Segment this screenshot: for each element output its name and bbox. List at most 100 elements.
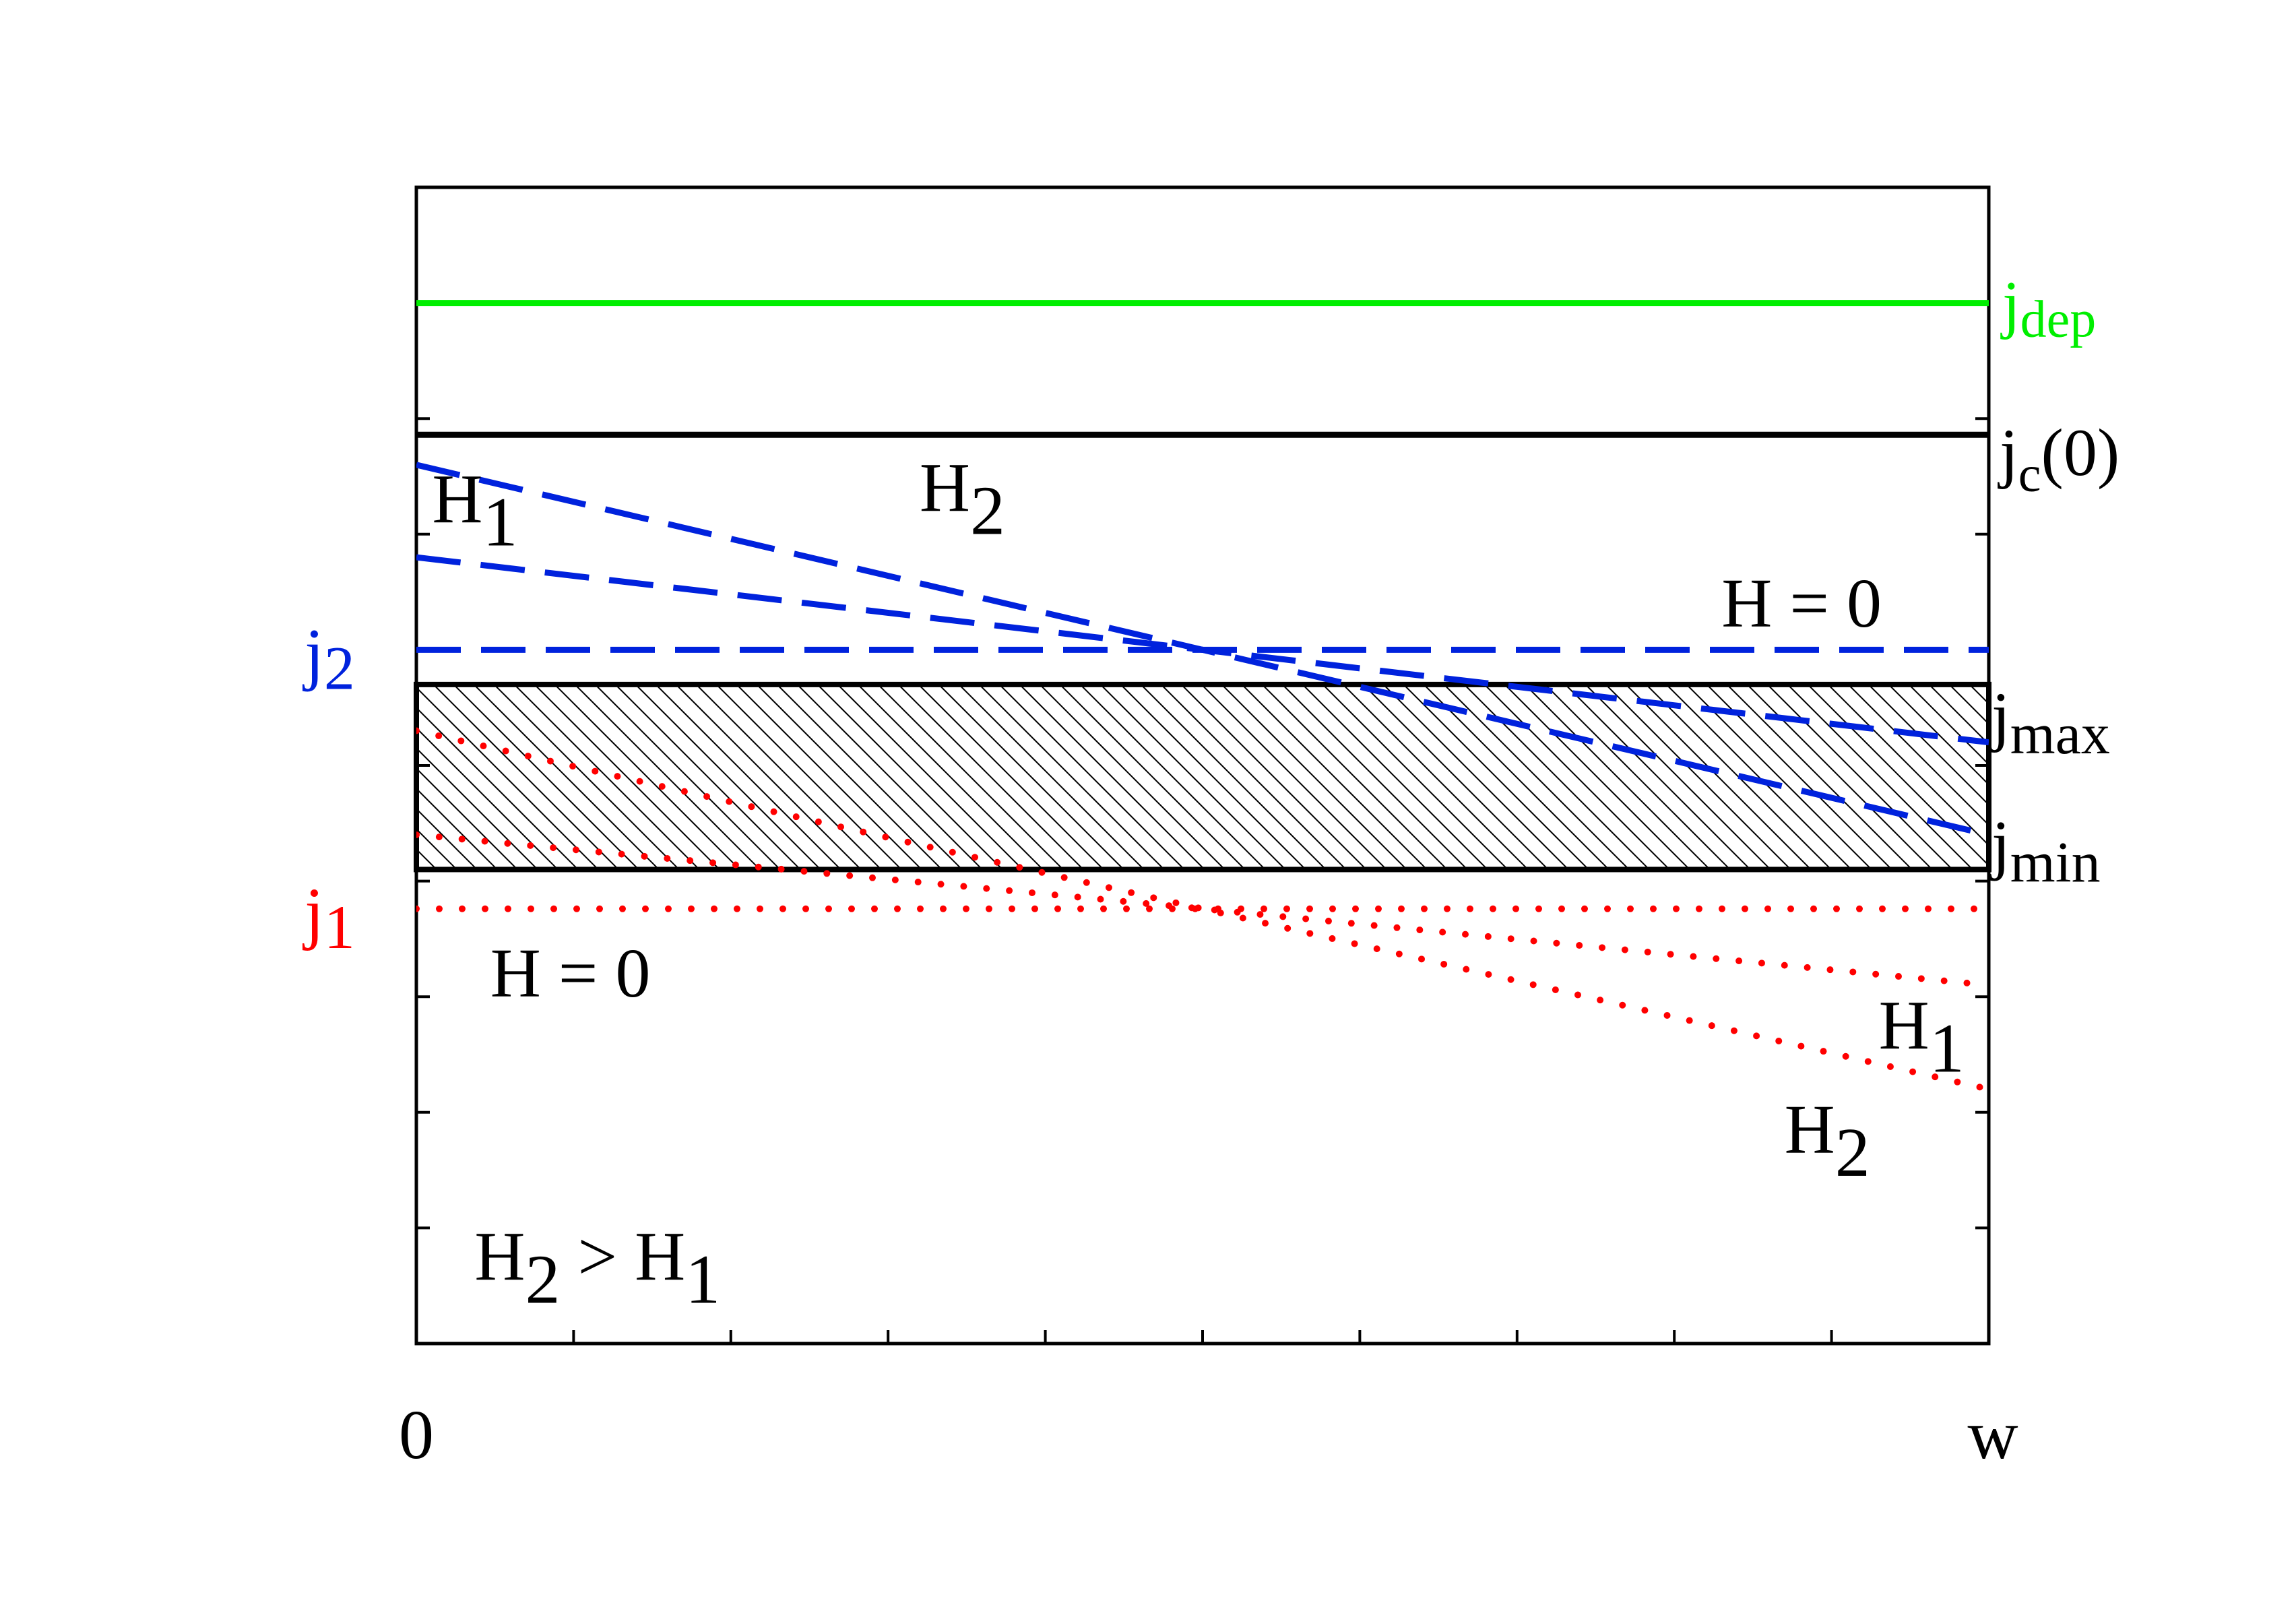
hatch-line	[1726, 684, 1913, 870]
annotation-lower-h0: H = 0	[490, 935, 651, 1012]
hatch-line	[776, 684, 963, 870]
hatch-line	[1665, 684, 1852, 870]
hatch-line	[837, 684, 1023, 870]
band-label-min: jmin	[1989, 807, 2101, 894]
hatch-line	[416, 828, 457, 870]
annotation-upper-h1: H1	[432, 461, 517, 561]
hatch-line	[1504, 684, 1690, 870]
hatch-line	[655, 684, 841, 870]
hatch-line	[416, 869, 417, 870]
hatch-line	[695, 684, 882, 870]
hatch-line	[534, 684, 720, 870]
plot-frame-group	[414, 185, 1991, 1346]
lower-curve-h1	[416, 831, 1989, 989]
hatch-line	[1403, 684, 1589, 870]
hatch-line	[1827, 684, 1989, 846]
hatch-line	[675, 684, 862, 870]
hatch-line	[416, 788, 498, 870]
hatch-line	[1302, 684, 1488, 870]
annotation-upper-h2: H2	[920, 449, 1005, 549]
hatch-line	[1261, 684, 1448, 870]
hatch-line	[1059, 684, 1246, 870]
hatch-line	[1019, 684, 1205, 870]
hatch-line	[1564, 684, 1751, 870]
hatch-line	[1221, 684, 1407, 870]
hatch-line	[1160, 684, 1347, 870]
hatch-line	[1201, 684, 1387, 870]
hatch-line	[1362, 684, 1549, 870]
hatch-line	[1039, 684, 1225, 870]
hatch-line	[1322, 684, 1508, 870]
hatch-line	[1908, 684, 1989, 765]
hatch-line	[1868, 684, 1989, 806]
hatch-line	[416, 808, 478, 870]
hatch-line	[938, 684, 1124, 870]
hatch-line	[1241, 684, 1428, 870]
hatch-line	[1888, 684, 1989, 786]
hatch-line	[1544, 684, 1731, 870]
hatch-line	[1443, 684, 1630, 870]
hatch-line	[453, 684, 639, 870]
annotation-lower-h2: H2	[1785, 1091, 1870, 1191]
hatch-line	[1686, 684, 1872, 870]
band-label-max: jmax	[1989, 679, 2110, 766]
hatch-line	[1099, 684, 1286, 870]
hatch-line	[1605, 684, 1791, 870]
x-tick-label-end: w	[1967, 1396, 2018, 1474]
hatch-line	[1847, 684, 1989, 826]
hatch-line	[918, 684, 1104, 870]
hatch-line	[1120, 684, 1306, 870]
level-label-jdep: jdep	[2000, 268, 2096, 348]
hatch-line	[897, 684, 1084, 870]
band-border	[414, 681, 1991, 873]
hatch-line	[1342, 684, 1529, 870]
hatch-line	[1585, 684, 1771, 870]
x-tick-label-start: 0	[399, 1396, 434, 1474]
hatch-line	[1180, 684, 1367, 870]
hatch-line	[1807, 684, 1989, 867]
hatch-line	[416, 727, 559, 870]
hatch-line	[715, 684, 902, 870]
hatch-line	[2131, 685, 2296, 870]
curves	[416, 300, 1989, 1093]
hatch-line	[594, 684, 781, 870]
hatch-line	[493, 684, 680, 870]
annotation-upper-h0: H = 0	[1721, 565, 1882, 642]
hatch-line	[574, 684, 761, 870]
hatch-line	[416, 687, 599, 870]
hatch-line	[796, 684, 983, 870]
hatch-line	[614, 684, 801, 870]
hatch-line	[1787, 684, 1973, 870]
hatch-line	[416, 707, 579, 870]
hatch-line	[554, 684, 740, 870]
hatch-line	[416, 767, 518, 870]
hatch-line	[473, 684, 660, 870]
band-hatch	[416, 684, 2296, 870]
hatch-line	[2091, 685, 2276, 870]
hatch-line	[416, 848, 437, 870]
hatch-line	[1463, 684, 1650, 870]
hatch-line	[978, 684, 1165, 870]
hatch-line	[1928, 684, 1989, 745]
hatch-line	[998, 684, 1185, 870]
annotation-compare: H2 > H1	[474, 1218, 720, 1319]
hatch-line	[958, 684, 1145, 870]
hatch-line	[1423, 684, 1609, 870]
hatch-line	[1140, 684, 1327, 870]
plot-frame	[414, 185, 1991, 1346]
hatch-line	[1382, 684, 1569, 870]
hatch-line	[1625, 684, 1812, 870]
hatch-line	[877, 684, 1064, 870]
hatch-line	[857, 684, 1044, 870]
lower-family-label: j1	[302, 874, 355, 962]
level-label-jc0: jc(0)	[1998, 415, 2119, 503]
hatch-line	[416, 747, 538, 870]
hatch-line	[2111, 685, 2296, 870]
hatch-line	[1766, 684, 1953, 870]
annotation-lower-h1: H1	[1879, 986, 1965, 1087]
lower-curve-h2	[416, 727, 1989, 1093]
hatch-line	[1524, 684, 1711, 870]
hatch-line	[1079, 684, 1266, 870]
